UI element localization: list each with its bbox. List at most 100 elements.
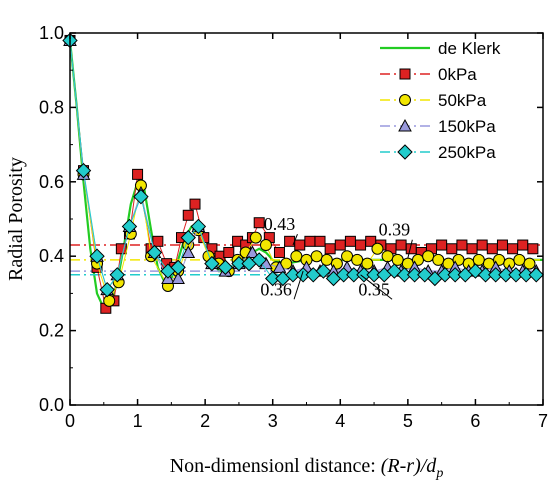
point-250kpa [217,259,234,276]
series-layer [62,32,544,314]
point-0kpa [152,235,164,247]
point-250kpa [133,188,149,205]
legend: de Klerk 0kPa 50kPa 150kPa 250kPa [380,39,501,162]
legend-item: 0kPa [380,65,477,84]
point-0kpa [294,239,306,251]
y-tick-label: 0.0 [39,395,64,415]
point-50kpa [432,253,445,266]
point-50kpa [259,239,272,252]
point-250kpa [170,259,186,276]
point-50kpa [381,250,394,263]
annotations-layer: 0.43 0.39 0.36 0.35 [260,214,413,300]
point-0kpa [334,239,346,251]
point-250kpa [366,267,382,283]
x-axis-label-sub: p [435,466,443,481]
annotation-label: 0.36 [260,279,292,299]
point-250kpa [146,244,163,261]
legend-label: 250kPa [438,143,496,162]
x-tick-label: 7 [538,411,548,431]
point-250kpa [346,267,362,283]
y-tick-label: 0.4 [39,246,64,266]
legend-marker [399,68,411,80]
legend-label: de Klerk [438,39,501,58]
point-0kpa [132,168,144,180]
point-0kpa [344,235,356,247]
point-150kpa [181,245,196,258]
legend-item: 150kPa [380,117,496,136]
point-50kpa [249,231,262,244]
point-50kpa [341,250,354,263]
x-tick-label: 4 [335,411,345,431]
point-250kpa [356,267,372,283]
point-0kpa [355,239,367,251]
legend-item: 250kPa [380,143,496,162]
annotation-label: 0.39 [379,220,411,240]
point-250kpa [487,267,504,283]
x-axis-label-prefix: Non-dimensionl distance: [170,455,381,477]
legend-marker [397,144,413,160]
legend-item: de Klerk [380,39,501,58]
point-150kpa [272,260,287,273]
point-0kpa [182,209,194,221]
point-0kpa [527,243,539,255]
point-250kpa [285,267,301,283]
point-250kpa [437,267,453,283]
x-tick-label: 3 [268,411,278,431]
x-tick-label: 0 [65,411,75,431]
point-250kpa [251,252,267,268]
x-tick-label: 6 [470,411,480,431]
point-250kpa [190,218,207,235]
annotation-label: 0.43 [264,214,296,234]
x-tick-label: 2 [200,411,210,431]
legend-label: 150kPa [438,117,496,136]
point-250kpa [121,218,138,235]
point-0kpa [223,246,235,258]
series-250kpa [62,32,544,298]
point-0kpa [304,235,316,247]
point-0kpa [476,239,488,251]
point-0kpa [446,243,458,255]
point-0kpa [486,243,498,255]
point-250kpa [89,248,105,264]
annotation-arrow [407,239,413,259]
annotation-label: 0.35 [358,279,390,299]
point-50kpa [422,250,435,263]
point-50kpa [361,257,374,270]
point-250kpa [315,263,332,279]
point-0kpa [253,217,265,229]
y-tick-label: 0.8 [39,97,64,117]
point-0kpa [324,243,336,255]
point-0kpa [456,239,468,251]
y-tick-label: 0.6 [39,172,64,192]
y-axis-label: Radial Porosity [5,157,27,281]
point-0kpa [189,198,201,210]
point-0kpa [115,243,127,255]
point-0kpa [436,239,448,251]
point-250kpa [518,267,534,283]
x-tick-label: 5 [403,411,413,431]
annotation-arrow [360,274,393,300]
point-250kpa [528,267,544,283]
point-0kpa [517,239,529,251]
point-0kpa [466,243,478,255]
point-50kpa [371,242,384,255]
point-50kpa [472,253,485,266]
legend-item: 50kPa [380,91,487,110]
point-250kpa [406,267,423,283]
y-tick-label: 0.2 [39,321,64,341]
point-250kpa [295,267,311,283]
point-250kpa [477,267,494,283]
legend-label: 50kPa [438,91,487,110]
point-50kpa [103,294,116,307]
point-0kpa [395,239,407,251]
legend-marker [398,118,412,132]
annotation-arrow [292,233,298,246]
axes-layer: 0 1 2 3 4 5 6 7 0.0 0.2 0.4 0.6 0.8 1.0 [39,23,548,431]
point-150kpa [171,271,185,285]
point-50kpa [513,253,526,266]
point-250kpa [396,267,413,283]
annotation-arrow [293,270,304,300]
point-150kpa [245,245,260,258]
point-250kpa [180,229,196,246]
